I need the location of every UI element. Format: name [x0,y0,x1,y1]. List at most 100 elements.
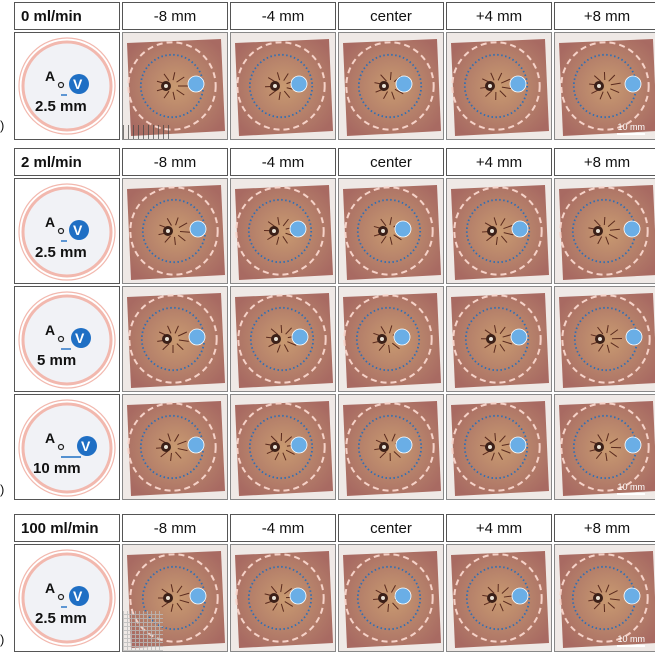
vessel-marker [71,328,91,348]
tissue-streak [276,72,281,81]
vessel-marker [187,75,205,93]
dashed-ring [129,553,219,643]
tissue-streak [380,326,386,334]
tissue-streak [378,343,386,351]
vessel-marker [290,436,308,454]
tissue-image [446,544,552,652]
tissue-streak [603,216,606,226]
tissue-section [231,395,335,499]
vessel-marker [623,587,641,605]
tissue-image [230,394,336,500]
tissue-streak [172,72,176,81]
vessel-marker [395,75,413,93]
tissue-streak [495,236,498,245]
tissue-slab [559,185,655,280]
schematic-diagram [18,183,116,281]
tissue-streak [392,342,400,350]
tissue-streak [176,602,183,611]
needle-center [490,596,494,600]
dashed-ring [453,186,543,276]
outer-ring [18,183,116,281]
schematic-cell: A V 5 mm [14,286,120,392]
vessel-marker [393,328,411,346]
tissue-streak [283,344,289,353]
tissue-streak [282,452,287,461]
dashed-ring [236,402,326,492]
distance-label: 10 mm [33,460,81,477]
tissue-image [338,178,444,284]
tissue-streak [274,452,280,461]
ablation-zone [463,414,529,480]
tissue-streak [394,88,404,95]
tissue-streak [285,449,295,455]
tissue-streak [179,592,190,597]
tissue-section [123,287,227,391]
tissue-streak [268,89,277,96]
distance-label: 5 mm [37,352,77,369]
dashed-ring [560,402,650,492]
tissue-streak [597,236,603,245]
tissue-streak [176,343,184,351]
column-header: +4 mm [446,2,552,30]
dashed-ring [345,41,435,131]
tissue-section [231,179,335,283]
scale-bar: 10 mm [617,634,645,647]
tissue-streak [177,440,187,445]
ablation-zone [464,306,530,372]
vessel-marker [511,220,529,238]
tissue-section [339,395,443,499]
tissue-streak [276,344,281,353]
vessel-marker [187,436,205,454]
panel-side-label: ) [0,482,5,497]
ablation-zone [463,53,529,119]
tissue-section [555,33,655,139]
tissue-section [123,179,227,283]
ablation-zone [247,565,313,631]
tissue-streak [284,601,294,607]
tissue-streak [487,586,495,594]
tissue-slab [235,293,333,388]
vessel-marker [289,220,307,238]
tissue-streak [609,450,618,457]
ablation-zone [465,198,531,264]
tissue-section [447,395,551,499]
dashed-ring [345,402,435,492]
ablation-zone [356,198,422,264]
needle-center [274,337,278,341]
tissue-streak [284,588,293,595]
tissue-slab [559,551,655,648]
tissue-streak [380,218,387,227]
vessel-marker [624,75,642,93]
tissue-slab [127,401,225,496]
tissue-image [230,544,336,652]
vessel-marker [77,436,97,456]
tissue-streak [491,603,497,612]
tissue-streak [609,438,619,444]
tissue-section [231,545,335,651]
antenna-marker [57,593,65,601]
antenna-label: A [45,322,56,338]
tissue-streak [388,344,391,353]
tissue-streak [605,452,608,461]
scale-label: 10 mm [617,482,645,492]
needle-center [597,84,601,88]
tissue-slab [559,39,655,136]
tissue-streak [280,603,285,612]
vessel-marker [289,587,307,605]
tissue-streak [500,235,508,243]
dashed-ring [344,186,434,276]
scale-bar: 10 mm [617,122,645,135]
antenna-label: A [45,214,56,230]
vessel-marker [395,436,413,454]
tissue-streak [167,433,171,442]
tissue-streak [607,602,616,609]
tissue-streak [383,433,389,442]
tissue-streak [172,91,176,100]
column-header: +8 mm [554,2,655,30]
tissue-image [446,394,552,500]
antenna-marker [57,335,65,343]
graph-paper [123,611,163,651]
scale-bar: 10 mm [617,482,645,495]
needle-center [273,84,277,88]
tissue-streak [392,602,399,610]
